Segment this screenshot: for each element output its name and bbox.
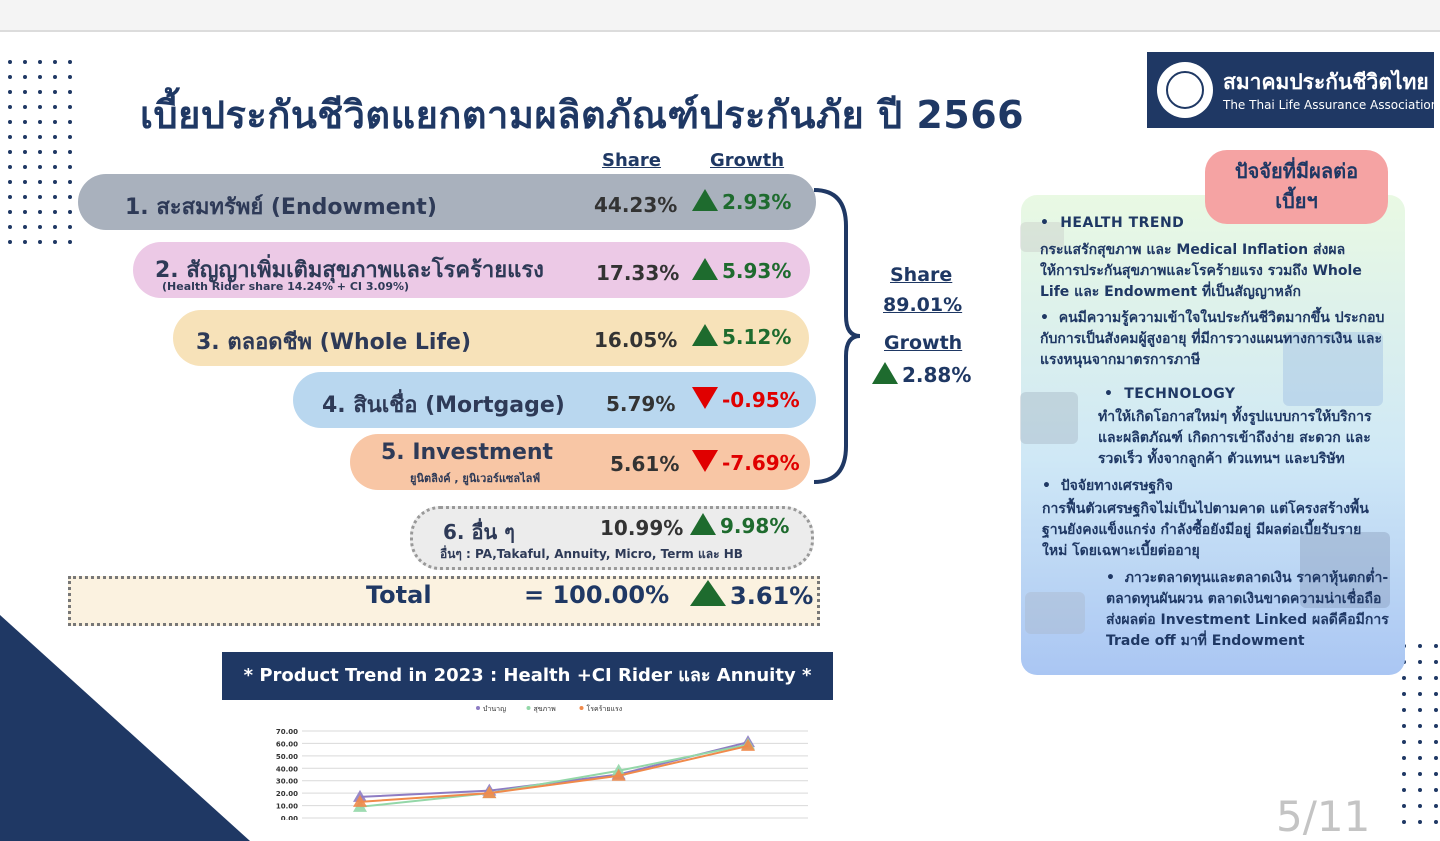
y-tick-label: 20.00 [276, 790, 298, 798]
factor-econ-text: การฟื้นตัวเศรษฐกิจไม่เป็นไปตามคาด แต่โคร… [1042, 501, 1369, 559]
decorative-dots-top-left [8, 60, 72, 244]
factor-market-text: • ภาวะตลาดทุนและตลาดเงิน ราคาหุ้นตกต่ำ-ต… [1106, 570, 1389, 649]
factor-econ-heading: • ปัจจัยทางเศรษฐกิจ [1042, 478, 1173, 494]
factors-panel [1021, 195, 1405, 675]
money-bag-icon [1300, 532, 1390, 608]
product-sublabel: (Health Rider share 14.24% + CI 3.09%) [162, 280, 410, 293]
y-tick-label: 60.00 [276, 740, 298, 748]
legend-label: สุขภาพ [534, 705, 557, 713]
data-point [482, 786, 497, 799]
legend-label: บำนาญ [483, 705, 506, 713]
product-label: 2. สัญญาเพิ่มเติมสุขภาพและโรคร้ายแรง [155, 258, 544, 283]
product-label: 3. ตลอดชีพ (Whole Life) [196, 330, 472, 355]
product-share: 44.23% [594, 193, 678, 217]
summary-growth-value: 2.88% [872, 362, 971, 387]
y-tick-label: 0.00 [281, 815, 298, 820]
arrow-up-icon [692, 258, 718, 280]
product-sublabel: ยูนิตลิงค์ , ยูนิเวอร์แซลไลฟ์ [410, 472, 541, 485]
other-share: 10.99% [600, 516, 684, 540]
technology-illustration-icon [1020, 392, 1078, 444]
family-illustration-icon [1283, 332, 1383, 406]
page-number: 5/11 [1276, 792, 1371, 841]
other-sublabel: อื่นๆ : PA,Takaful, Annuity, Micro, Term… [440, 547, 743, 561]
summary-bracket [813, 188, 861, 484]
product-share: 17.33% [596, 261, 680, 285]
arrow-up-icon [692, 189, 718, 211]
series-line [359, 741, 749, 798]
factors-title: ปัจจัยที่มีผลต่อ เบี้ยฯ [1205, 150, 1388, 224]
decorative-corner-triangle [0, 615, 250, 841]
product-growth: -7.69% [692, 450, 800, 475]
series-line [359, 743, 749, 808]
other-products-box [410, 506, 814, 570]
arrow-up-icon [872, 362, 898, 384]
product-growth: 2.93% [692, 189, 791, 214]
total-value: = 100.00% [524, 581, 670, 609]
decorative-dots-bottom-right [1402, 644, 1440, 824]
summary-share-value: 89.01% [883, 294, 963, 316]
factor-health-heading: • HEALTH TREND [1040, 215, 1185, 231]
arrow-up-icon [690, 513, 716, 535]
total-label: Total [366, 581, 432, 609]
arrow-up-icon [690, 580, 726, 606]
product-trend-banner: * Product Trend in 2023 : Health +CI Rid… [222, 652, 833, 700]
data-point [741, 738, 755, 751]
data-point [353, 794, 367, 807]
summary-share-label: Share [890, 264, 953, 286]
legend-marker [579, 706, 584, 710]
page-title: เบี้ยประกันชีวิตแยกตามผลิตภัณฑ์ประกันภัย… [140, 93, 1025, 137]
legend-marker [476, 706, 480, 710]
product-row-mortgage [293, 372, 816, 428]
product-label: 4. สินเชื่อ (Mortgage) [322, 393, 565, 418]
product-row-investment [350, 434, 810, 490]
product-label: 5. Investment [381, 440, 554, 465]
association-logo: สมาคมประกันชีวิตไทย The Thai Life Assura… [1147, 52, 1438, 128]
market-illustration-icon [1025, 592, 1085, 634]
column-header-growth: Growth [710, 150, 785, 171]
y-tick-label: 40.00 [276, 765, 298, 773]
product-share: 5.61% [610, 452, 680, 476]
arrow-down-icon [692, 387, 718, 409]
factor-health-text: กระแสรักสุขภาพ และ Medical Inflation ส่ง… [1040, 242, 1362, 300]
y-tick-label: 50.00 [276, 753, 298, 761]
y-tick-label: 10.00 [276, 803, 298, 811]
arrow-up-icon [692, 324, 718, 346]
legend-label: โรคร้ายแรง [587, 704, 623, 713]
y-tick-label: 70.00 [276, 728, 298, 736]
factor-aging-text: • คนมีความรู้ความเข้าใจในประกันชีวิตมากข… [1040, 310, 1385, 368]
summary-growth-label: Growth [884, 332, 963, 354]
medical-illustration-icon [1020, 222, 1064, 252]
product-share: 16.05% [594, 328, 678, 352]
product-growth: 5.93% [692, 258, 791, 283]
series-line [359, 744, 749, 803]
other-growth: 9.98% [690, 513, 789, 538]
emblem-icon [1157, 62, 1213, 118]
product-trend-chart: 0.0010.0020.0030.0040.0050.0060.0070.00ป… [276, 704, 808, 820]
product-label: 1. สะสมทรัพย์ (Endowment) [125, 195, 437, 220]
slide: เบี้ยประกันชีวิตแยกตามผลิตภัณฑ์ประกันภัย… [0, 30, 1440, 841]
logo-name-en: The Thai Life Assurance Association [1223, 98, 1439, 112]
column-header-share: Share [602, 150, 662, 171]
product-share: 5.79% [606, 392, 676, 416]
factor-tech-text: ทำให้เกิดโอกาสใหม่ๆ ทั้งรูปแบบการให้บริก… [1098, 409, 1372, 467]
other-label: 6. อื่น ๆ [443, 520, 515, 544]
logo-name-th: สมาคมประกันชีวิตไทย [1223, 70, 1429, 94]
y-tick-label: 30.00 [276, 778, 298, 786]
legend-marker [526, 706, 531, 710]
product-growth: -0.95% [692, 387, 800, 412]
factor-tech-heading: • TECHNOLOGY [1104, 386, 1236, 402]
arrow-down-icon [692, 450, 718, 472]
data-point [611, 768, 626, 781]
total-growth: 3.61% [690, 580, 813, 610]
product-growth: 5.12% [692, 324, 791, 349]
